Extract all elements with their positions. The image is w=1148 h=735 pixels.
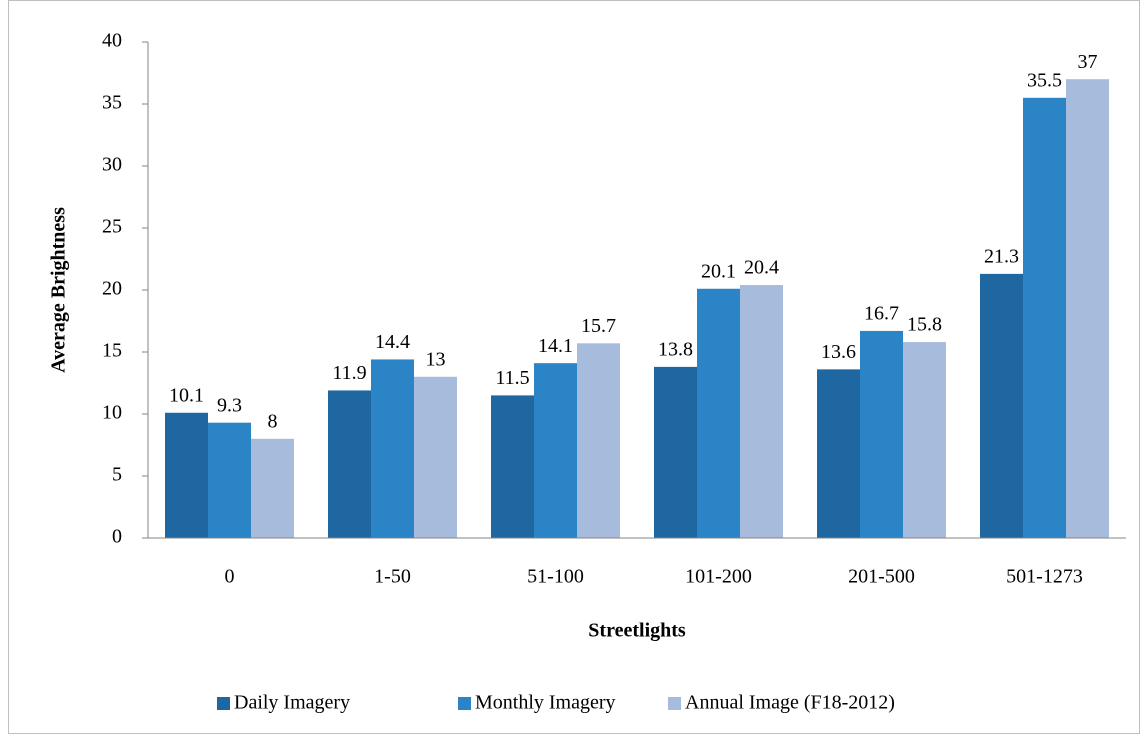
y-tick-label: 20 (102, 278, 122, 300)
data-label: 20.4 (744, 257, 779, 279)
legend-label: Monthly Imagery (475, 692, 616, 714)
bar (654, 366, 697, 538)
x-tick-label: 201-500 (848, 566, 915, 588)
data-label: 14.1 (538, 335, 573, 357)
bar (165, 412, 208, 538)
bar (208, 422, 251, 538)
legend-label: Annual Image (F18-2012) (685, 692, 895, 714)
data-label: 13.6 (821, 341, 856, 363)
bar (491, 395, 534, 538)
data-label: 15.8 (907, 314, 942, 336)
data-label: 11.9 (332, 362, 366, 384)
y-tick-label: 30 (102, 154, 122, 176)
data-label: 21.3 (984, 245, 1019, 267)
legend-swatch (217, 697, 230, 710)
chart-border (8, 0, 1140, 734)
x-tick-label: 51-100 (527, 566, 584, 588)
bar (534, 363, 577, 538)
y-tick-label: 35 (102, 92, 122, 114)
legend-label: Daily Imagery (234, 692, 350, 714)
data-label: 35.5 (1027, 69, 1062, 91)
bar (817, 369, 860, 538)
bar (414, 376, 457, 538)
bar (328, 390, 371, 538)
bar (860, 330, 903, 538)
bar (1023, 97, 1066, 539)
x-tick-label: 101-200 (685, 566, 752, 588)
y-tick-label: 40 (102, 30, 122, 52)
data-label: 16.7 (864, 303, 899, 325)
legend-swatch (668, 697, 681, 710)
x-axis-title: Streetlights (588, 620, 686, 642)
data-label: 13.8 (658, 338, 693, 360)
bar (371, 359, 414, 538)
bar (903, 342, 946, 538)
y-tick-label: 25 (102, 216, 122, 238)
y-tick-label: 10 (102, 402, 122, 424)
data-label: 8 (268, 410, 278, 432)
bar (577, 343, 620, 538)
data-label: 13 (426, 348, 446, 370)
x-tick-label: 1-50 (374, 566, 411, 588)
y-tick-label: 0 (112, 526, 122, 548)
data-label: 14.4 (375, 331, 410, 353)
x-tick-label: 501-1273 (1006, 566, 1083, 588)
legend-swatch (458, 697, 471, 710)
y-axis-title: Average Brightness (48, 207, 70, 373)
y-tick-label: 5 (112, 464, 122, 486)
bar (980, 273, 1023, 538)
bar (1066, 79, 1109, 538)
data-label: 15.7 (581, 315, 616, 337)
x-tick-label: 0 (225, 566, 235, 588)
data-label: 11.5 (495, 367, 529, 389)
bar (697, 288, 740, 538)
bar (251, 438, 294, 538)
data-label: 20.1 (701, 260, 736, 282)
y-tick-label: 15 (102, 340, 122, 362)
bar (740, 285, 783, 538)
data-label: 37 (1078, 51, 1098, 73)
data-label: 10.1 (169, 384, 204, 406)
data-label: 9.3 (217, 394, 242, 416)
